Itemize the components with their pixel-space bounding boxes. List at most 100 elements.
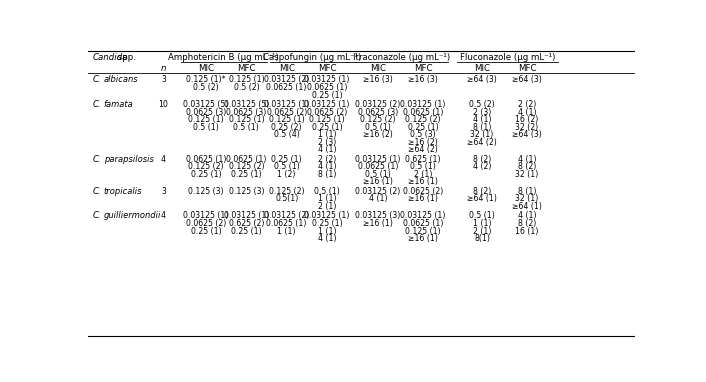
- Text: albicans: albicans: [104, 76, 138, 84]
- Text: 0.03125 (1): 0.03125 (1): [224, 212, 269, 220]
- Text: 2 (1): 2 (1): [473, 227, 491, 236]
- Text: 0.25 (1): 0.25 (1): [231, 227, 262, 236]
- Text: 0.03125 (1): 0.03125 (1): [355, 155, 401, 164]
- Text: MIC: MIC: [370, 64, 386, 73]
- Text: 0.03125 (1): 0.03125 (1): [304, 100, 349, 109]
- Text: 32 (1): 32 (1): [515, 170, 539, 179]
- Text: C.: C.: [93, 155, 102, 164]
- Text: ≥64 (2): ≥64 (2): [467, 138, 497, 147]
- Text: 8 (2): 8 (2): [517, 162, 536, 172]
- Text: 0.03125 (2): 0.03125 (2): [264, 76, 309, 84]
- Text: 2 (2): 2 (2): [517, 100, 536, 109]
- Text: 4 (1): 4 (1): [369, 194, 388, 204]
- Text: 0.125 (2): 0.125 (2): [189, 162, 224, 172]
- Text: 0.625 (1): 0.625 (1): [405, 155, 441, 164]
- Text: 4 (1): 4 (1): [517, 155, 536, 164]
- Text: 0.125 (2): 0.125 (2): [405, 115, 441, 124]
- Text: 0.5 (1): 0.5 (1): [365, 170, 391, 179]
- Text: ≥16 (1): ≥16 (1): [408, 177, 438, 186]
- Text: 0.125 (1): 0.125 (1): [189, 115, 224, 124]
- Text: 0.03125 (5): 0.03125 (5): [224, 100, 269, 109]
- Text: parapsilosis: parapsilosis: [104, 155, 154, 164]
- Text: 0.03125 (1): 0.03125 (1): [400, 100, 445, 109]
- Text: 0.125 (2): 0.125 (2): [360, 115, 396, 124]
- Text: 0.0625 (3): 0.0625 (3): [358, 108, 398, 117]
- Text: 0.03125 (2): 0.03125 (2): [356, 100, 401, 109]
- Text: 0.03125 (1): 0.03125 (1): [400, 212, 445, 220]
- Text: 16 (1): 16 (1): [515, 227, 539, 236]
- Text: 0.5 (1): 0.5 (1): [234, 123, 259, 132]
- Text: 10: 10: [158, 100, 168, 109]
- Text: MFC: MFC: [237, 64, 256, 73]
- Text: ≥16 (1): ≥16 (1): [408, 194, 438, 204]
- Text: 0.25 (1): 0.25 (1): [271, 155, 302, 164]
- Text: ≥64 (2): ≥64 (2): [408, 145, 438, 154]
- Text: ≥16 (1): ≥16 (1): [363, 219, 393, 228]
- Text: 2 (2): 2 (2): [318, 155, 336, 164]
- Text: 32 (1): 32 (1): [515, 194, 539, 204]
- Text: 0.25 (1): 0.25 (1): [311, 91, 342, 100]
- Text: guilliermondii: guilliermondii: [104, 212, 161, 220]
- Text: tropicalis: tropicalis: [104, 187, 142, 196]
- Text: 0.125 (1): 0.125 (1): [269, 115, 304, 124]
- Text: 0.5 (1): 0.5 (1): [365, 123, 391, 132]
- Text: ≥64 (3): ≥64 (3): [467, 76, 497, 84]
- Text: 0.03125 (1): 0.03125 (1): [264, 100, 309, 109]
- Text: 8 (2): 8 (2): [473, 187, 491, 196]
- Text: 32 (2): 32 (2): [515, 123, 539, 132]
- Text: 2 (3): 2 (3): [473, 108, 491, 117]
- Text: 0.5 (1): 0.5 (1): [410, 162, 436, 172]
- Text: MFC: MFC: [318, 64, 336, 73]
- Text: MIC: MIC: [198, 64, 214, 73]
- Text: 1 (2): 1 (2): [277, 170, 296, 179]
- Text: C.: C.: [93, 187, 102, 196]
- Text: Amphotericin B (μg mL⁻¹): Amphotericin B (μg mL⁻¹): [169, 53, 280, 62]
- Text: 1 (1): 1 (1): [277, 227, 296, 236]
- Text: 0.03125 (1): 0.03125 (1): [304, 76, 349, 84]
- Text: 0.0625 (1): 0.0625 (1): [307, 83, 347, 92]
- Text: 8 (1): 8 (1): [517, 187, 536, 196]
- Text: 8 (1): 8 (1): [473, 123, 491, 132]
- Text: MFC: MFC: [414, 64, 432, 73]
- Text: 0.0625 (2): 0.0625 (2): [186, 219, 226, 228]
- Text: MIC: MIC: [474, 64, 490, 73]
- Text: Fluconazole (μg mL⁻¹): Fluconazole (μg mL⁻¹): [460, 53, 555, 62]
- Text: spp.: spp.: [115, 53, 136, 62]
- Text: C.: C.: [93, 76, 102, 84]
- Text: 0.0625 (1): 0.0625 (1): [186, 155, 226, 164]
- Text: 0.0625 (3): 0.0625 (3): [226, 108, 266, 117]
- Text: 0.5 (1): 0.5 (1): [314, 187, 340, 196]
- Text: ≥64 (3): ≥64 (3): [512, 76, 542, 84]
- Text: 0.625 (2): 0.625 (2): [229, 219, 264, 228]
- Text: 0.03125 (1): 0.03125 (1): [304, 212, 349, 220]
- Text: 0.5(1): 0.5(1): [275, 194, 298, 204]
- Text: 4: 4: [161, 212, 166, 220]
- Text: 0.0625 (1): 0.0625 (1): [403, 219, 443, 228]
- Text: 0.25 (1): 0.25 (1): [191, 170, 222, 179]
- Text: 8 (1): 8 (1): [318, 170, 336, 179]
- Text: 0.5 (1): 0.5 (1): [193, 123, 219, 132]
- Text: 2 (3): 2 (3): [318, 138, 336, 147]
- Text: 4 (1): 4 (1): [517, 212, 536, 220]
- Text: 1 (1): 1 (1): [318, 130, 336, 139]
- Text: ≥16 (2): ≥16 (2): [363, 130, 393, 139]
- Text: 0.03125 (5): 0.03125 (5): [184, 100, 229, 109]
- Text: C.: C.: [93, 100, 102, 109]
- Text: 32 (1): 32 (1): [470, 130, 493, 139]
- Text: n: n: [161, 64, 166, 73]
- Text: 0.03125 (2): 0.03125 (2): [264, 212, 309, 220]
- Text: 0.0625 (1): 0.0625 (1): [266, 83, 307, 92]
- Text: 0.5 (4): 0.5 (4): [274, 130, 299, 139]
- Text: 0.0625 (1): 0.0625 (1): [403, 108, 443, 117]
- Text: 0.125 (1): 0.125 (1): [309, 115, 345, 124]
- Text: ≥64 (1): ≥64 (1): [512, 202, 542, 211]
- Text: 0.5 (2): 0.5 (2): [234, 83, 259, 92]
- Text: 8 (2): 8 (2): [517, 219, 536, 228]
- Text: 0.125 (1): 0.125 (1): [405, 227, 441, 236]
- Text: Caspofungin (μg mL⁻¹): Caspofungin (μg mL⁻¹): [263, 53, 361, 62]
- Text: 1 (1): 1 (1): [473, 219, 491, 228]
- Text: 0.125 (1)*: 0.125 (1)*: [186, 76, 226, 84]
- Text: 0.25 (1): 0.25 (1): [231, 170, 262, 179]
- Text: 0.0625 (1): 0.0625 (1): [226, 155, 267, 164]
- Text: 0.0625 (2): 0.0625 (2): [307, 108, 347, 117]
